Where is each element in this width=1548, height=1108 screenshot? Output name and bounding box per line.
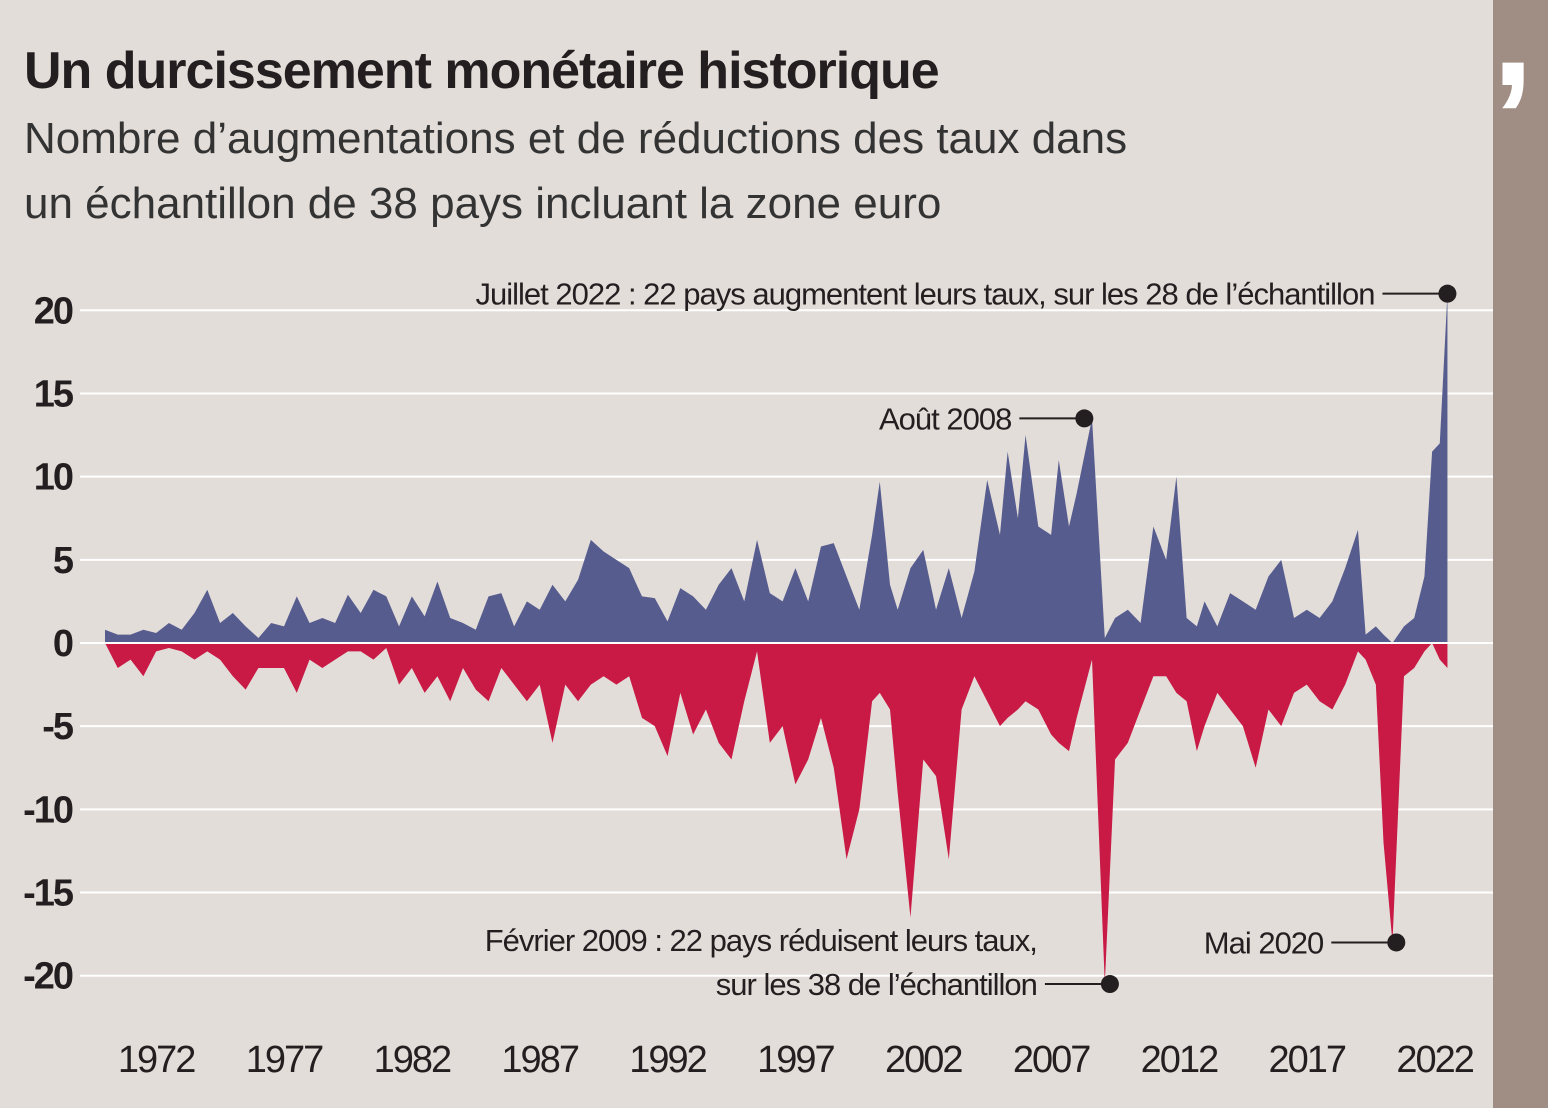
x-tick-label: 2002 — [885, 1039, 962, 1081]
area — [105, 643, 1448, 985]
x-tick-label: 2007 — [1013, 1039, 1090, 1081]
x-tick-label: 1972 — [118, 1039, 195, 1081]
quote-mark: , — [1492, 0, 1534, 117]
annotation: Juillet 2022 : 22 pays augmentent leurs … — [476, 277, 1375, 312]
chart-subtitle: Nombre d’augmentations et de réductions … — [24, 114, 1127, 163]
y-tick-label: 10 — [34, 457, 73, 499]
chart-subtitle: un échantillon de 38 pays incluant la zo… — [24, 179, 941, 228]
y-tick-label: -20 — [23, 956, 73, 998]
y-tick-label: -10 — [23, 789, 73, 831]
x-tick-label: 2012 — [1141, 1039, 1218, 1081]
annotation-dot — [1075, 409, 1094, 428]
x-tick-label: 1997 — [757, 1039, 834, 1081]
x-tick-label: 1987 — [501, 1039, 578, 1081]
y-tick-label: -15 — [23, 873, 74, 915]
x-tick-label: 1977 — [246, 1039, 323, 1081]
side-strip — [1493, 0, 1548, 1108]
x-tick-label: 1982 — [374, 1039, 451, 1081]
annotation-dot — [1100, 975, 1119, 994]
y-tick-label: 15 — [34, 373, 74, 415]
annotation: Août 2008 — [879, 401, 1011, 436]
annotation-dot — [1438, 284, 1457, 303]
x-tick-label: 1992 — [629, 1039, 706, 1081]
x-tick-label: 2017 — [1269, 1039, 1346, 1081]
annotation: Février 2009 : 22 pays réduisent leurs t… — [485, 923, 1037, 958]
y-tick-label: -5 — [42, 706, 74, 748]
annotation: sur les 38 de l’échantillon — [716, 967, 1037, 1002]
y-tick-label: 0 — [53, 623, 73, 665]
annotation-dot — [1387, 933, 1406, 952]
x-tick-label: 2022 — [1396, 1039, 1473, 1081]
area — [105, 293, 1448, 643]
chart-title: Un durcissement monétaire historique — [24, 42, 939, 100]
y-tick-label: 5 — [53, 540, 74, 582]
y-tick-label: 20 — [34, 290, 73, 332]
annotation: Mai 2020 — [1204, 925, 1324, 960]
